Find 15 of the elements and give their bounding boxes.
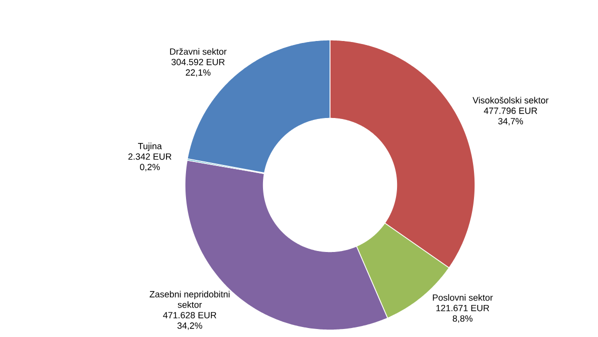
data-label: 477.796 EUR xyxy=(484,108,538,114)
data-label: 471.628 EUR xyxy=(163,312,216,318)
data-label: 121.671 EUR xyxy=(436,304,490,312)
slice-label: Državni sektor xyxy=(170,48,227,55)
text: 34,7% xyxy=(498,118,523,126)
slice-label: Poslovni sektor xyxy=(432,294,493,301)
text: 8,8% xyxy=(452,315,473,323)
text: 22,1% xyxy=(186,69,210,77)
slice-label: Tujina xyxy=(138,142,162,152)
data-label: 304.592 EUR xyxy=(172,58,225,66)
text: 34,2% xyxy=(177,322,202,330)
data-label: 2.342 EUR xyxy=(128,153,172,160)
slice-label: Zasebni nepridobitni sektor xyxy=(150,290,230,308)
text: 0,2% xyxy=(140,164,160,172)
slice-label: Visokošolski sektor xyxy=(472,96,548,104)
